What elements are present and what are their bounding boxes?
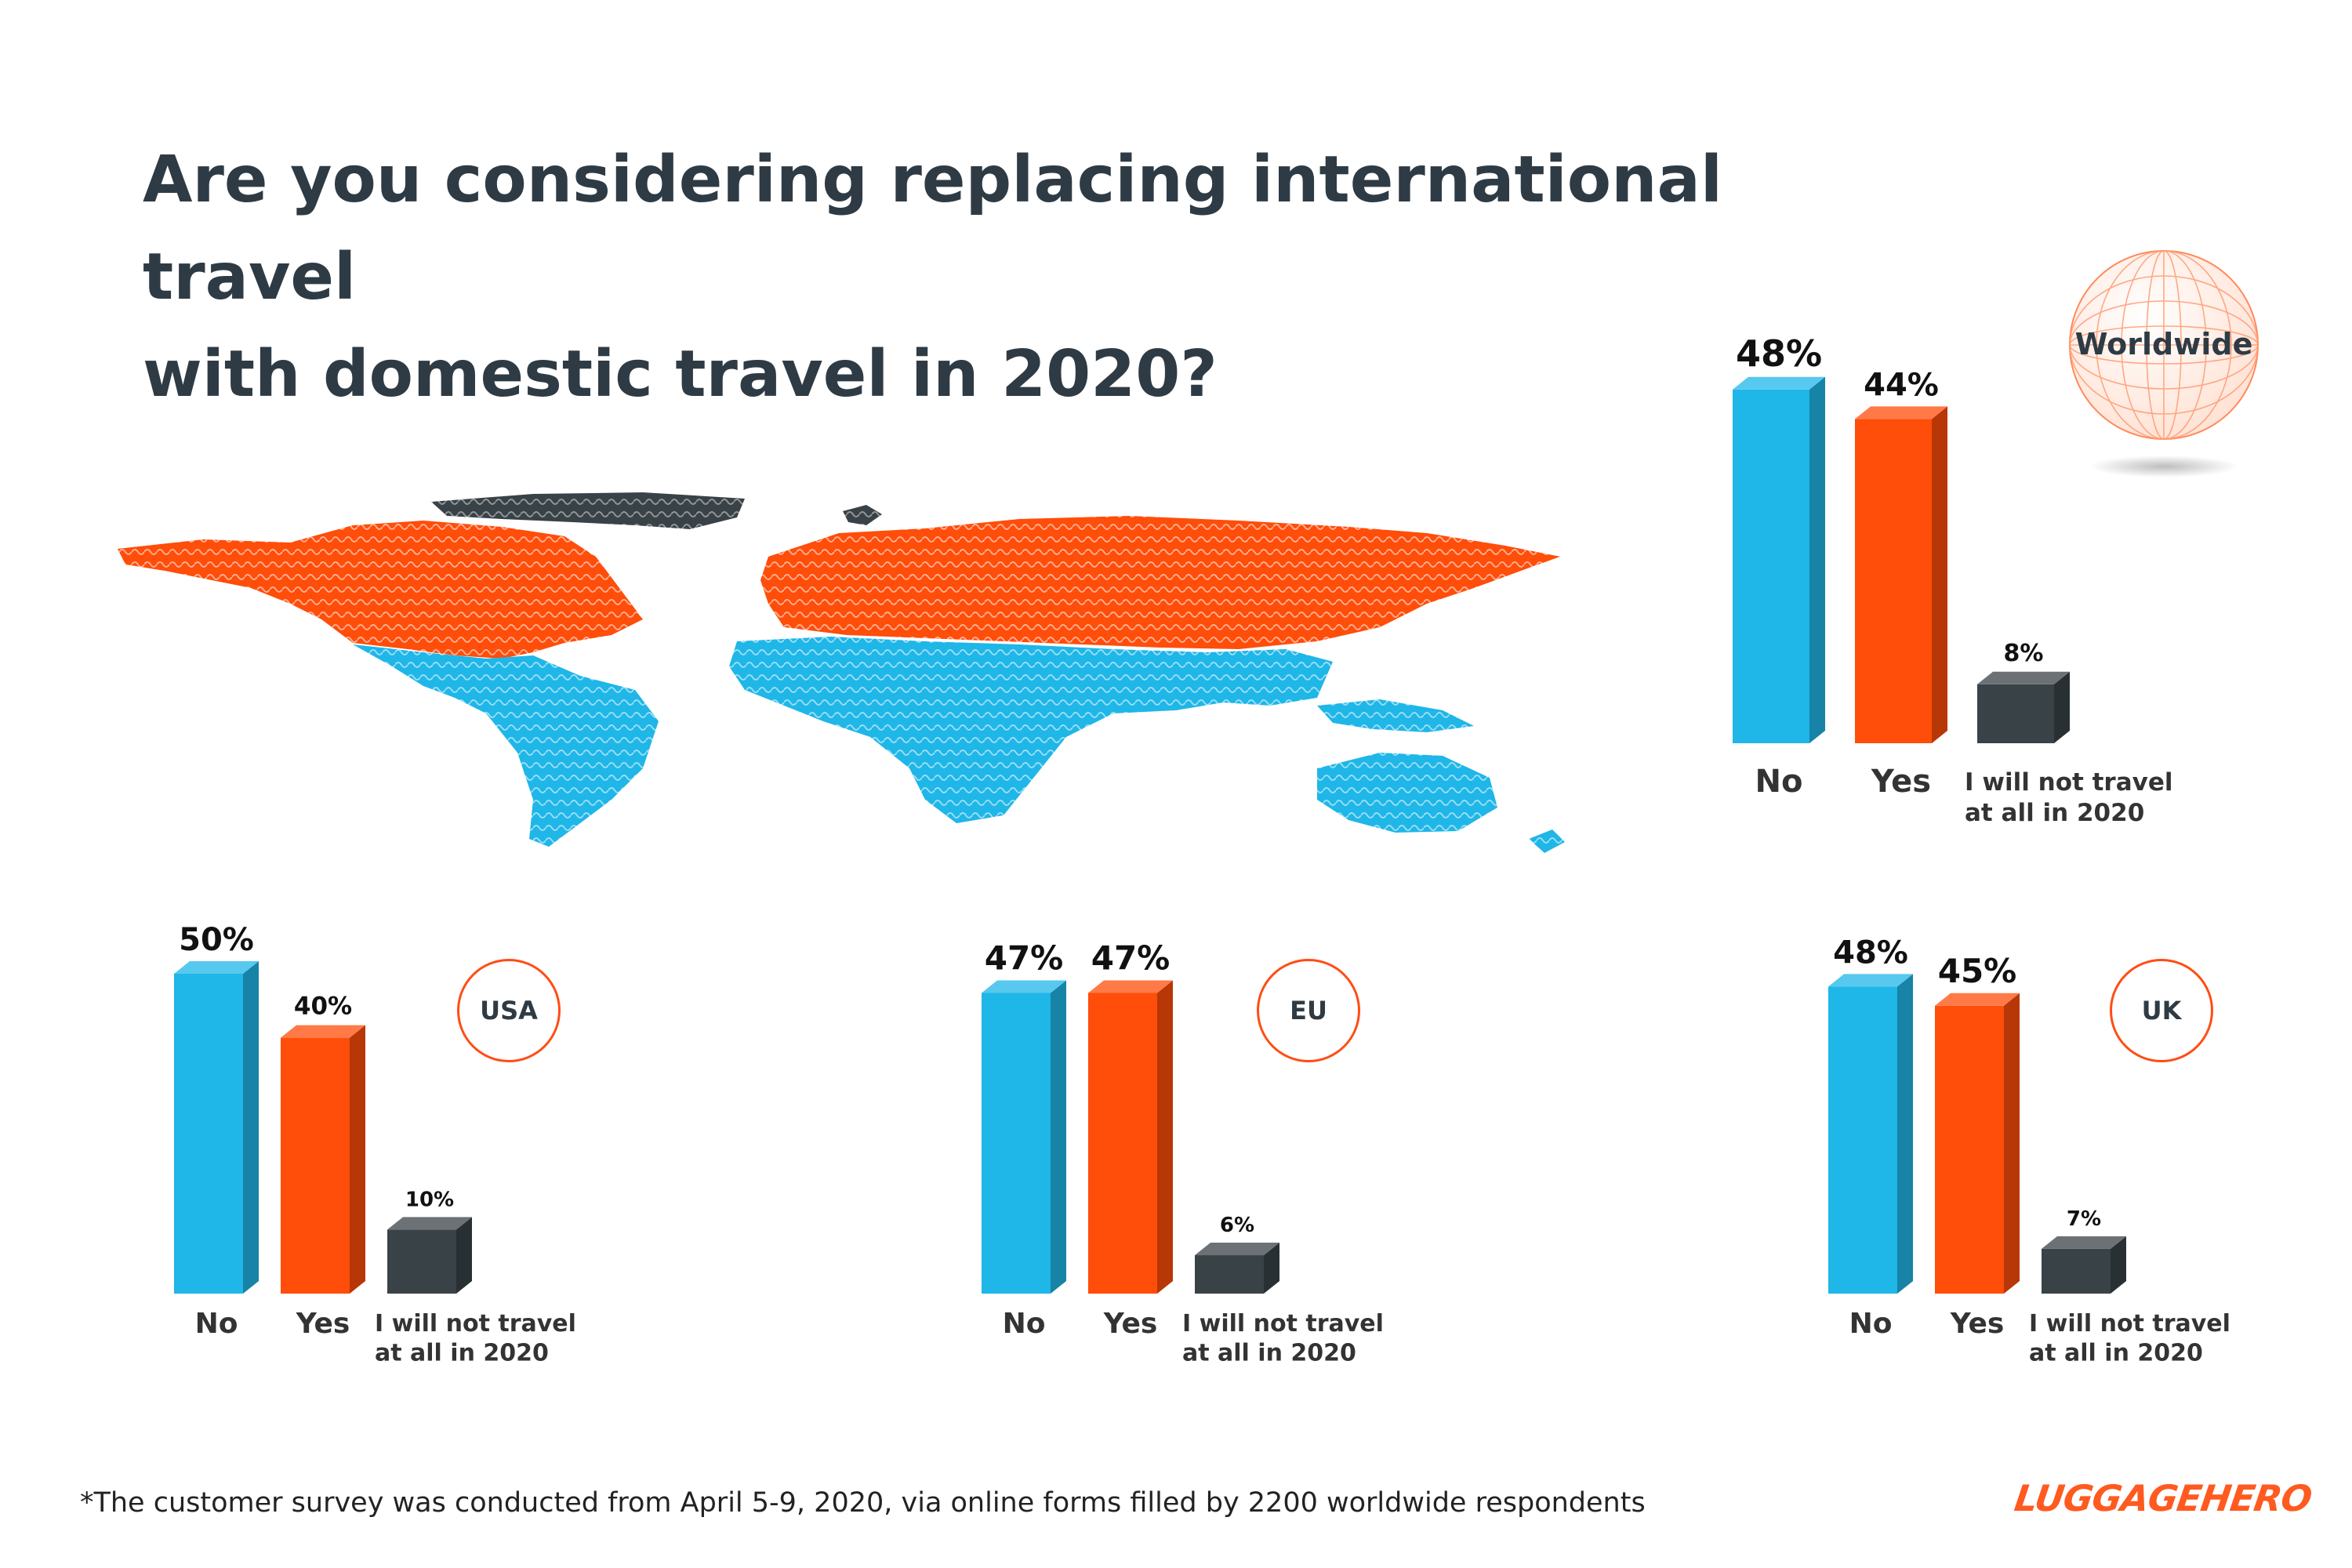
category-label-uk-1: Yes — [1950, 1308, 2005, 1340]
bar-usa-0 — [174, 961, 259, 1294]
value-label-uk-0: 48% — [1833, 935, 1908, 971]
value-label-usa-2: 10% — [405, 1188, 454, 1211]
page-title: Are you considering replacing internatio… — [143, 132, 1867, 423]
category-label-worldwide-1: Yes — [1871, 764, 1931, 800]
chart-usa: 50% 40% 10% No Yes I will not travel at all in… — [174, 922, 576, 1367]
category-label-usa-1: Yes — [296, 1308, 350, 1340]
bar-worldwide-0 — [1733, 376, 1825, 743]
category-label-eu-1: Yes — [1103, 1308, 1158, 1340]
value-label-uk-2: 7% — [2067, 1207, 2101, 1231]
map-australia — [1317, 753, 1497, 833]
bar-worldwide-2 — [1977, 671, 2070, 743]
world-map — [118, 492, 1565, 853]
value-label-worldwide-2: 8% — [2004, 640, 2044, 667]
value-label-usa-0: 50% — [179, 922, 254, 958]
category-label-worldwide-0: No — [1755, 764, 1803, 800]
category-label-uk-2: I will not travel at all in 2020 — [2029, 1310, 2230, 1367]
map-se-asia — [1317, 699, 1474, 732]
chart-eu: 47% 47% 6% No Yes I will not travel at all in … — [982, 938, 1384, 1367]
bar-eu-1 — [1088, 980, 1173, 1294]
map-eurasia — [760, 516, 1560, 649]
map-north-america — [118, 521, 643, 659]
chart-uk: 48% 45% 7% No Yes I will not travel at all in … — [1828, 935, 2230, 1367]
category-label-worldwide-2: I will not travel at all in 2020 — [1965, 768, 2173, 827]
logo-text: LUGGAGEHERO — [2012, 1477, 2314, 1519]
bar-uk-2 — [2042, 1236, 2126, 1294]
bar-eu-0 — [982, 980, 1066, 1294]
category-label-eu-0: No — [1003, 1308, 1046, 1340]
bar-uk-1 — [1935, 993, 2020, 1294]
category-label-usa-2: I will not travel at all in 2020 — [375, 1310, 576, 1367]
map-americas-south — [353, 644, 659, 847]
value-label-eu-2: 6% — [1220, 1214, 1254, 1237]
region-badge-uk: UK — [2110, 959, 2213, 1062]
bar-uk-0 — [1828, 974, 1913, 1294]
category-label-uk-0: No — [1849, 1308, 1893, 1340]
value-label-eu-0: 47% — [985, 938, 1064, 977]
category-label-usa-0: No — [195, 1308, 238, 1340]
title-line-1: Are you considering replacing internatio… — [143, 143, 1722, 314]
value-label-uk-1: 45% — [1938, 952, 2017, 990]
region-badge-eu: EU — [1257, 959, 1360, 1062]
bar-usa-2 — [387, 1217, 472, 1294]
chart-worldwide: 48% 44% 8% No Yes I will not travel at all in … — [1733, 332, 2173, 827]
value-label-worldwide-0: 48% — [1736, 332, 1822, 375]
map-arctic — [431, 492, 745, 529]
region-badge-usa: USA — [457, 959, 561, 1062]
category-label-eu-2: I will not travel at all in 2020 — [1182, 1310, 1384, 1367]
bar-eu-2 — [1195, 1243, 1279, 1294]
map-new-zealand — [1529, 829, 1565, 853]
title-line-2: with domestic travel in 2020? — [143, 337, 1218, 412]
footnote: *The customer survey was conducted from … — [80, 1487, 1646, 1519]
map-svalbard — [843, 505, 882, 525]
bar-usa-1 — [281, 1025, 365, 1294]
value-label-worldwide-1: 44% — [1864, 367, 1939, 403]
globe-label: Worldwide — [2075, 327, 2253, 361]
bar-worldwide-1 — [1855, 406, 1947, 743]
luggagehero-logo: LUGGAGEHERO — [2012, 1470, 2314, 1526]
value-label-usa-1: 40% — [294, 993, 352, 1021]
map-africa-asia — [729, 637, 1333, 823]
value-label-eu-1: 47% — [1091, 938, 1171, 977]
globe-icon: Worldwide — [2069, 250, 2259, 477]
